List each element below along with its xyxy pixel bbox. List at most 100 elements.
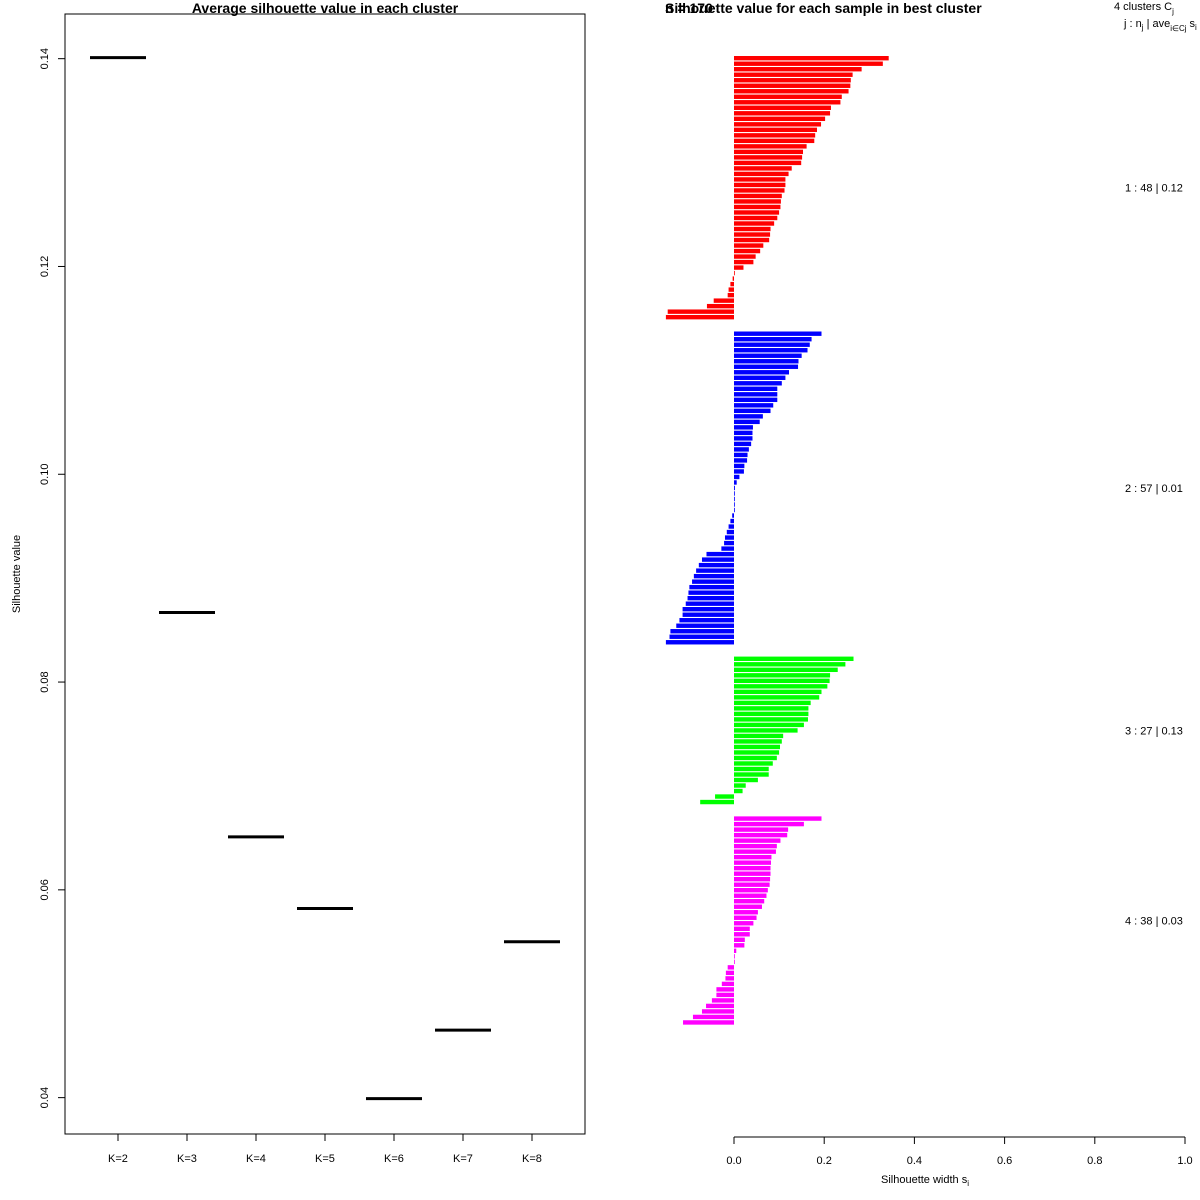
left-y-tick-label: 0.14 xyxy=(39,48,51,69)
left-y-ticks: 0.04 0.06 0.08 0.10 0.12 0.14 xyxy=(39,48,65,1108)
silhouette-bar-cluster-4 xyxy=(734,832,788,838)
left-x-tick-label: K=3 xyxy=(177,1153,197,1165)
silhouette-bar-cluster-4 xyxy=(734,948,737,954)
silhouette-bar-cluster-2 xyxy=(734,463,745,469)
silhouette-bar-cluster-2 xyxy=(670,629,734,634)
silhouette-bar-cluster-1 xyxy=(734,243,764,248)
silhouette-bar-cluster-2 xyxy=(732,513,734,518)
silhouette-bar-cluster-2 xyxy=(682,612,734,617)
right-x-tick-label: 0.8 xyxy=(1087,1155,1102,1167)
silhouette-bar-cluster-4 xyxy=(734,915,757,920)
silhouette-bar-cluster-2 xyxy=(734,331,822,336)
silhouette-bar-cluster-2 xyxy=(724,540,734,546)
silhouette-bar-cluster-1 xyxy=(706,303,734,309)
silhouette-bar-cluster-2 xyxy=(734,353,802,358)
silhouette-bar-cluster-2 xyxy=(687,595,734,601)
silhouette-bar-cluster-1 xyxy=(734,67,862,72)
silhouette-bar-cluster-3 xyxy=(734,689,822,695)
legend-header-line1: 4 clusters Cj xyxy=(1114,1,1174,16)
silhouette-bar-cluster-2 xyxy=(734,502,735,507)
silhouette-bar-cluster-3 xyxy=(734,766,769,772)
cluster-label-4: 4 : 38 | 0.03 xyxy=(1125,916,1183,928)
silhouette-bar-cluster-1 xyxy=(734,155,803,160)
silhouette-bar-cluster-4 xyxy=(734,926,750,931)
legend-header-sub-nj: j xyxy=(1141,23,1144,32)
silhouette-bar-cluster-3 xyxy=(734,777,758,783)
silhouette-bar-cluster-4 xyxy=(734,943,745,948)
silhouette-bar-cluster-2 xyxy=(734,348,808,353)
silhouette-bar-cluster-3 xyxy=(734,761,773,766)
silhouette-bar-cluster-2 xyxy=(685,601,734,606)
legend-header-line2: j : nj | avei∈Cj si xyxy=(1123,18,1197,33)
left-x-tick-label: K=6 xyxy=(384,1153,404,1165)
silhouette-bar-cluster-2 xyxy=(689,584,734,590)
silhouette-bar-cluster-1 xyxy=(734,78,851,83)
right-cluster-labels: 1 : 48 | 0.12 2 : 57 | 0.01 3 : 27 | 0.13 4… xyxy=(1125,183,1183,928)
silhouette-bar-cluster-3 xyxy=(734,722,804,728)
left-x-ticks: K=2 K=3 K=4 K=5 K=6 K=7 K=8 xyxy=(108,1134,542,1165)
left-chart-title: Average silhouette value in each cluster xyxy=(192,0,459,16)
silhouette-bar-cluster-3 xyxy=(734,711,809,717)
silhouette-bar-cluster-4 xyxy=(734,816,822,821)
legend-header-s: s xyxy=(1190,18,1196,30)
right-x-ticks: 0.0 0.2 0.4 0.6 0.8 1.0 xyxy=(726,1137,1193,1167)
left-y-tick-label: 0.04 xyxy=(39,1087,51,1108)
silhouette-bar-cluster-4 xyxy=(683,1020,734,1025)
silhouette-bar-cluster-2 xyxy=(665,640,734,645)
silhouette-bar-cluster-3 xyxy=(734,662,846,667)
cluster-label-3: 3 : 27 | 0.13 xyxy=(1125,725,1183,737)
silhouette-bar-cluster-2 xyxy=(734,375,786,380)
silhouette-bar-cluster-4 xyxy=(725,970,734,976)
silhouette-bar-cluster-2 xyxy=(734,441,752,447)
silhouette-bar-cluster-3 xyxy=(734,728,798,733)
silhouette-bar-cluster-1 xyxy=(734,188,785,193)
left-y-axis-label: Silhouette value xyxy=(11,535,23,613)
silhouette-bar-cluster-3 xyxy=(715,794,734,799)
silhouette-bar-cluster-2 xyxy=(734,397,778,403)
silhouette-bar-cluster-3 xyxy=(734,733,784,739)
silhouette-bar-cluster-2 xyxy=(679,618,734,623)
silhouette-bar-cluster-1 xyxy=(734,127,817,133)
silhouette-bar-cluster-4 xyxy=(734,827,789,832)
silhouette-bar-cluster-4 xyxy=(701,1009,734,1014)
silhouette-bar-cluster-2 xyxy=(728,524,734,529)
silhouette-bar-cluster-1 xyxy=(734,215,778,221)
silhouette-bar-cluster-1 xyxy=(734,237,770,243)
left-y-tick-label: 0.12 xyxy=(39,256,51,277)
silhouette-bar-cluster-2 xyxy=(721,546,734,551)
silhouette-bar-cluster-2 xyxy=(734,425,753,430)
silhouette-bar-cluster-1 xyxy=(734,182,786,188)
silhouette-bar-cluster-4 xyxy=(734,893,767,898)
silhouette-bar-cluster-4 xyxy=(706,1003,734,1009)
silhouette-bar-cluster-1 xyxy=(734,248,761,254)
silhouette-bar-cluster-1 xyxy=(734,105,831,110)
right-x-axis-label-text: Silhouette width s xyxy=(881,1174,968,1186)
silhouette-bar-cluster-1 xyxy=(734,265,744,270)
silhouette-bar-cluster-4 xyxy=(734,865,771,871)
silhouette-bar-cluster-2 xyxy=(734,408,771,414)
silhouette-bar-cluster-4 xyxy=(692,1014,734,1020)
silhouette-bar-cluster-4 xyxy=(727,965,734,970)
left-y-tick-label: 0.10 xyxy=(39,464,51,485)
silhouette-bar-cluster-2 xyxy=(734,474,740,480)
silhouette-bar-cluster-1 xyxy=(734,122,822,127)
silhouette-bar-cluster-2 xyxy=(734,436,753,441)
right-x-tick-label: 0.0 xyxy=(726,1155,741,1167)
silhouette-bar-cluster-2 xyxy=(734,430,753,436)
silhouette-bar-cluster-1 xyxy=(734,61,883,66)
silhouette-bar-cluster-1 xyxy=(727,292,734,298)
silhouette-bar-cluster-2 xyxy=(734,403,774,408)
left-x-tick-label: K=2 xyxy=(108,1153,128,1165)
silhouette-bar-cluster-3 xyxy=(734,772,769,777)
right-x-tick-label: 0.2 xyxy=(817,1155,832,1167)
silhouette-bar-cluster-1 xyxy=(734,221,775,226)
silhouette-bar-cluster-1 xyxy=(713,298,734,303)
silhouette-bar-cluster-3 xyxy=(734,656,854,661)
silhouette-bar-cluster-4 xyxy=(711,998,734,1003)
silhouette-bar-cluster-1 xyxy=(734,259,754,265)
right-panel: n = 170 Silhouette value for each sample… xyxy=(665,0,1197,1188)
silhouette-bar-cluster-2 xyxy=(734,370,790,375)
silhouette-bar-cluster-3 xyxy=(734,750,780,755)
legend-header-sub-i: i xyxy=(1195,23,1197,32)
silhouette-bar-cluster-4 xyxy=(734,821,804,827)
